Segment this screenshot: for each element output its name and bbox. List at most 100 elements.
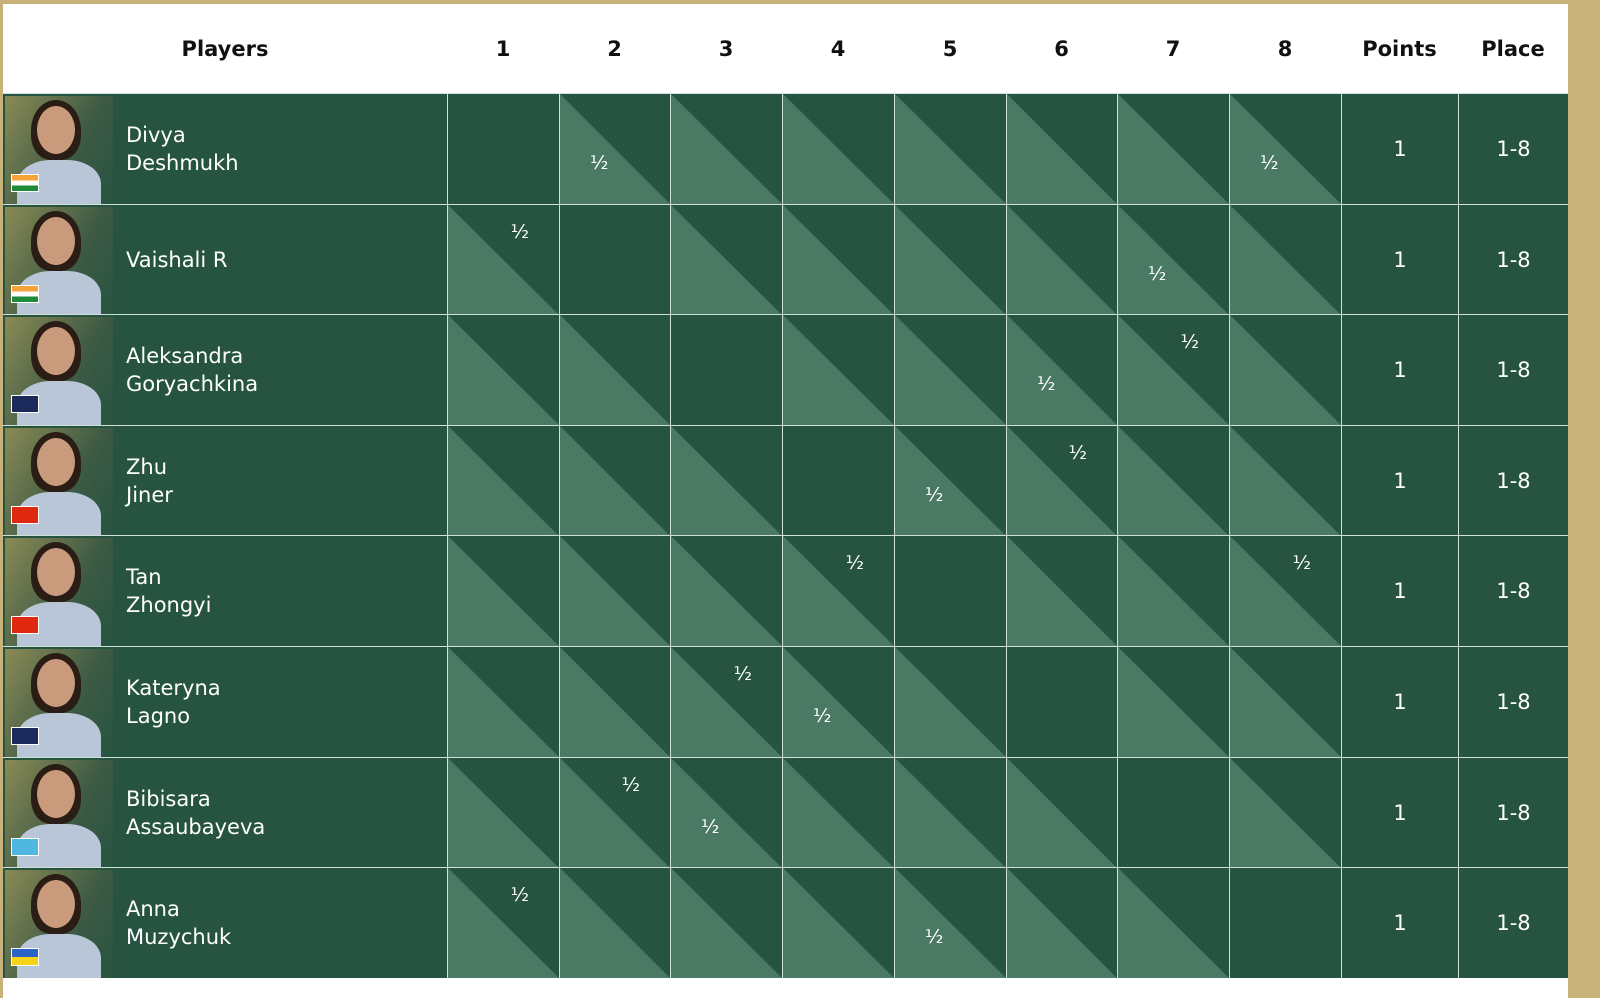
player-last-name: Zhongyi — [126, 593, 212, 618]
header-round-6: 6 — [1054, 36, 1069, 61]
player-photo — [5, 96, 113, 204]
header-round-2: 2 — [607, 36, 622, 61]
points-cell: 1 — [1341, 868, 1458, 979]
player-name[interactable]: Zhu Jiner — [126, 426, 173, 536]
player-name[interactable]: Anna Muzychuk — [126, 868, 231, 978]
place-cell: 1-8 — [1458, 204, 1568, 315]
game-cell: ½ — [559, 757, 670, 868]
game-cell — [1117, 536, 1229, 647]
game-cell — [670, 868, 782, 979]
game-cell — [670, 204, 782, 315]
player-photo — [5, 870, 113, 979]
self-cell — [670, 315, 782, 426]
player-last-name: Lagno — [126, 704, 191, 728]
game-cell — [782, 204, 894, 315]
game-cell — [1006, 757, 1117, 868]
game-cell — [670, 425, 782, 536]
player-cell[interactable]: Vaishali R — [3, 204, 447, 315]
player-name[interactable]: Tan Zhongyi — [126, 536, 211, 646]
player-last-name: Deshmukh — [126, 151, 239, 175]
place-cell: 1-8 — [1458, 315, 1568, 426]
player-photo — [5, 427, 113, 536]
game-cell — [447, 425, 559, 536]
points-cell: 1 — [1341, 757, 1458, 868]
fide-flag-icon — [11, 395, 39, 414]
player-row: Tan Zhongyi ½ ½ 1 1-8 — [3, 536, 1568, 647]
header-round-1: 1 — [495, 36, 511, 61]
player-cell[interactable]: Divya Deshmukh — [3, 94, 447, 204]
game-cell — [447, 315, 559, 426]
game-cell — [1006, 536, 1117, 647]
self-cell — [894, 536, 1006, 647]
game-cell — [1229, 647, 1341, 757]
player-first-name: Vaishali R — [126, 247, 228, 272]
game-cell — [559, 425, 670, 536]
row-divider — [3, 756, 1568, 758]
game-cell: ½ — [1006, 315, 1117, 426]
player-cell[interactable]: Zhu Jiner — [3, 425, 447, 536]
game-cell — [894, 94, 1006, 204]
player-photo — [5, 649, 113, 757]
game-result: ½ — [813, 705, 832, 727]
game-result: ½ — [1068, 441, 1087, 464]
game-result: ½ — [845, 552, 864, 575]
game-cell — [894, 647, 1006, 757]
player-photo — [5, 206, 113, 315]
game-cell — [1229, 425, 1341, 536]
game-cell — [894, 204, 1006, 315]
india-flag-icon — [11, 174, 39, 192]
player-name[interactable]: Bibisara Assaubayeva — [126, 758, 265, 868]
game-cell: ½ — [1117, 204, 1229, 315]
player-row: Aleksandra Goryachkina ½ ½ 1 1-8 — [3, 315, 1568, 426]
header-round-8: 8 — [1277, 36, 1293, 61]
crosstable: Players 1 2 3 4 5 6 7 8 Points Place Divya Deshm… — [3, 4, 1568, 998]
game-cell — [1117, 425, 1229, 536]
ukraine-flag-icon — [11, 948, 39, 967]
game-result: ½ — [925, 926, 944, 949]
game-cell — [670, 94, 782, 204]
player-name[interactable]: Kateryna Lagno — [126, 647, 221, 757]
game-result: ½ — [1260, 152, 1279, 174]
place-cell: 1-8 — [1458, 757, 1568, 868]
self-cell — [1006, 647, 1117, 757]
header-round-4: 4 — [830, 36, 846, 61]
game-cell: ½ — [894, 868, 1006, 979]
points-cell: 1 — [1341, 315, 1458, 426]
game-cell: ½ — [670, 757, 782, 868]
header-place: Place — [1481, 36, 1545, 61]
game-result: ½ — [701, 815, 720, 838]
player-name[interactable]: Vaishali R — [126, 205, 228, 315]
self-cell — [1117, 757, 1229, 868]
game-cell — [782, 315, 894, 426]
kazakhstan-flag-icon — [11, 837, 39, 856]
game-cell — [1229, 204, 1341, 315]
player-cell[interactable]: Bibisara Assaubayeva — [3, 757, 447, 868]
game-cell — [894, 315, 1006, 426]
game-cell: ½ — [447, 204, 559, 315]
game-cell: ½ — [894, 425, 1006, 536]
game-result: ½ — [590, 152, 609, 174]
points-cell: 1 — [1341, 647, 1458, 757]
game-result: ½ — [510, 220, 529, 243]
game-cell — [1006, 204, 1117, 315]
player-cell[interactable]: Anna Muzychuk — [3, 868, 447, 979]
player-cell[interactable]: Tan Zhongyi — [3, 536, 447, 647]
points-cell: 1 — [1341, 204, 1458, 315]
player-name[interactable]: Divya Deshmukh — [126, 94, 239, 204]
player-row: Zhu Jiner ½ ½ 1 1-8 — [3, 425, 1568, 536]
player-name[interactable]: Aleksandra Goryachkina — [126, 315, 258, 425]
player-cell[interactable]: Kateryna Lagno — [3, 647, 447, 757]
row-divider — [3, 93, 1568, 94]
row-divider — [3, 203, 1568, 205]
player-row: Vaishali R ½ ½ 1 1-8 — [3, 204, 1568, 315]
player-last-name: Muzychuk — [126, 925, 232, 950]
game-cell: ½ — [1229, 536, 1341, 647]
game-cell — [782, 94, 894, 204]
game-cell — [1117, 94, 1229, 204]
game-cell: ½ — [1006, 425, 1117, 536]
game-result: ½ — [1180, 331, 1199, 354]
self-cell — [782, 425, 894, 536]
game-cell: ½ — [670, 647, 782, 757]
row-divider — [3, 314, 1568, 316]
player-cell[interactable]: Aleksandra Goryachkina — [3, 315, 447, 426]
